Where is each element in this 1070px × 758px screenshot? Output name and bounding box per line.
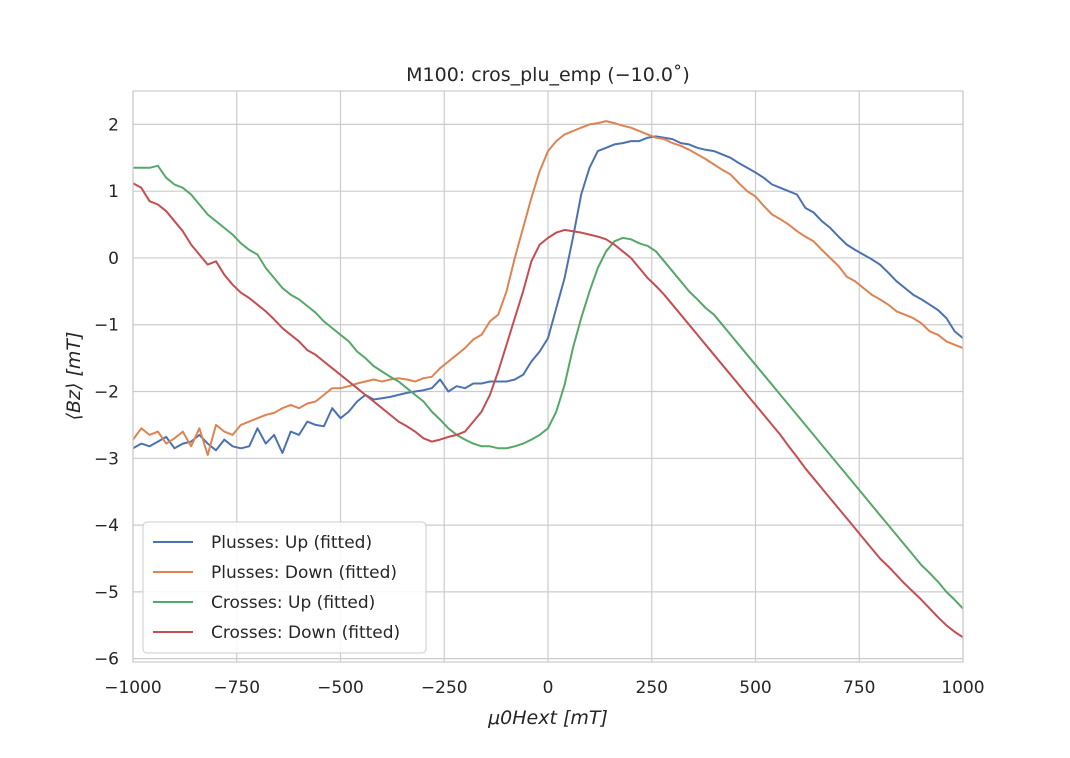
legend-label: Crosses: Up (fitted) <box>211 593 375 613</box>
y-axis-label: ⟨Bz⟩ [mT] <box>63 332 85 421</box>
x-tick-label: −1000 <box>104 678 162 698</box>
y-tick-label: −1 <box>94 316 119 336</box>
x-axis-label: μ0Hext [mT] <box>487 707 608 729</box>
x-tick-label: −750 <box>213 678 260 698</box>
legend: Plusses: Up (fitted) Plusses: Down (fitte… <box>142 521 427 654</box>
plot-frame <box>132 90 964 663</box>
series-line-3 <box>133 164 964 610</box>
series-line-2 <box>132 120 964 456</box>
legend-label: Plusses: Up (fitted) <box>211 533 372 553</box>
x-tick-label: 0 <box>543 678 554 698</box>
x-tick-label: −250 <box>421 678 468 698</box>
legend-label: Crosses: Down (fitted) <box>211 623 400 643</box>
legend-label: Plusses: Down (fitted) <box>211 563 397 583</box>
series-line-1 <box>132 135 964 454</box>
x-tick-labels: −1000 −750 −500 −250 0 250 500 750 1000 <box>104 678 984 698</box>
y-tick-label: −5 <box>94 583 119 603</box>
x-tick-label: 500 <box>739 678 771 698</box>
x-tick-label: 1000 <box>941 678 984 698</box>
y-tick-label: 2 <box>108 115 119 135</box>
y-tick-label: −4 <box>94 516 119 536</box>
x-tick-label: 250 <box>636 678 668 698</box>
y-tick-label: −6 <box>94 650 119 670</box>
y-tick-labels: −6 −5 −4 −3 −2 −1 0 1 2 <box>94 115 119 669</box>
chart-title: M100: cros_plu_emp (−10.0˚) <box>406 64 690 86</box>
series-line-4 <box>132 182 964 639</box>
y-tick-label: 1 <box>108 182 119 202</box>
x-tick-label: −500 <box>317 678 364 698</box>
y-tick-label: −3 <box>94 449 119 469</box>
legend-box <box>142 521 427 654</box>
series-lines <box>132 120 964 639</box>
y-tick-label: 0 <box>108 249 119 269</box>
x-tick-label: 750 <box>843 678 875 698</box>
y-tick-label: −2 <box>94 383 119 403</box>
